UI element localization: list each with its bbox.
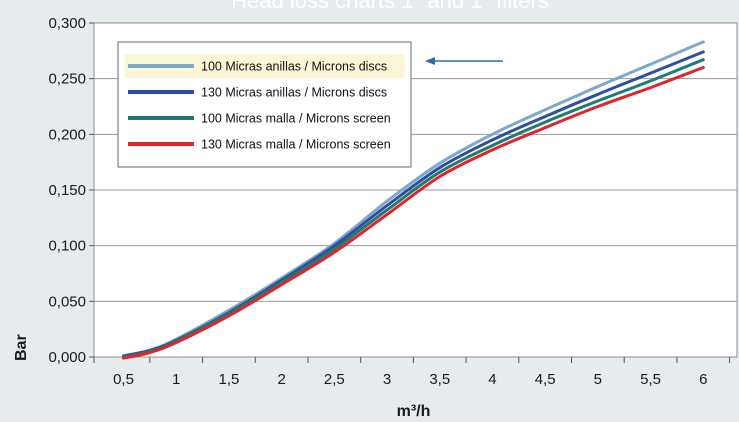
series-line-4 [122, 66, 705, 360]
y-tick-label: 0,250 [48, 71, 86, 88]
y-axis-ticks: 0,000 0,050 0,100 0,150 0,200 0,250 0,300 [48, 15, 94, 366]
x-tick-label: 0,5 [113, 371, 134, 388]
legend-label: 100 Micras malla / Microns screen [201, 112, 391, 126]
x-tick-label: 2 [277, 371, 285, 388]
x-tick-label: 4 [488, 371, 496, 388]
x-tick-label: 1,5 [218, 371, 239, 388]
legend-label: 100 Micras anillas / Microns discs [201, 60, 387, 74]
y-tick-label: 0,150 [48, 182, 86, 199]
legend-label: 130 Micras anillas / Microns discs [201, 86, 387, 100]
x-tick-label: 5 [594, 371, 602, 388]
x-tick-label: 4,5 [535, 371, 556, 388]
x-tick-label: 3 [383, 371, 391, 388]
arrow-annotation [425, 57, 503, 65]
x-tick-label: 1 [172, 371, 180, 388]
x-axis-ticks: 0,5 1 1,5 2 2,5 3 3,5 4 4,5 5 5,5 6 [93, 357, 731, 388]
x-tick-label: 3,5 [429, 371, 450, 388]
y-axis-label: Bar [13, 334, 30, 361]
x-tick-label: 5,5 [640, 371, 661, 388]
y-tick-label: 0,000 [48, 349, 86, 366]
x-tick-label: 6 [699, 371, 707, 388]
y-tick-label: 0,100 [48, 238, 86, 255]
y-tick-label: 0,050 [48, 293, 86, 310]
chart-title: Head loss charts 1" and 1" filters [231, 0, 549, 13]
x-tick-label: 2,5 [324, 371, 345, 388]
arrow-head [425, 57, 435, 65]
y-tick-label: 0,200 [48, 126, 86, 143]
x-axis-label: m³/h [397, 403, 431, 420]
legend: 100 Micras anillas / Microns discs 130 Mi… [117, 41, 412, 168]
series-lines [122, 40, 705, 360]
y-tick-label: 0,300 [48, 15, 86, 32]
legend-label: 130 Micras malla / Microns screen [201, 138, 391, 152]
